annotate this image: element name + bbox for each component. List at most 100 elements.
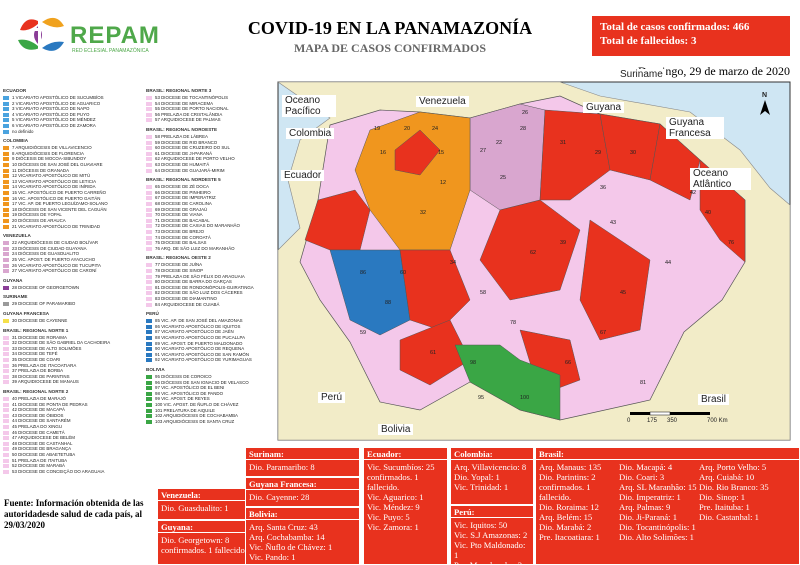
legend-swatch [146,146,152,151]
case-line: Dio. Georgetown: 8 confirmados. 1 fallec… [161,535,247,555]
legend-item: 72 DIOCESE DE CAXIAS DO MARANHÃO [155,223,240,229]
region-number: 40 [705,210,712,216]
legend-group-title: BRASIL: REGIONAL OESTE 2 [146,255,211,261]
case-line: Dio. Macapá: 4 [619,462,673,472]
case-box: Surinam: Dio. Paramaribo: 8 [245,447,360,477]
legend-item: 81 DIOCESE DE RONDONÓPOLIS-GUIRATINGA [155,284,254,290]
case-line: Dio. Sinop: 1 [699,492,746,502]
legend-swatch [3,202,9,207]
legend-swatch [3,358,9,362]
legend-item: 96 DIÓCESIS DE SAN IGNACIO DE VELASCO [155,379,249,385]
legend-swatch [146,168,152,173]
map-label: Oceano Atlântico [690,168,751,190]
confirmed-area [479,199,581,301]
legend-swatch [146,218,152,223]
legend-item: 63 DIOCESE DE HUMAITÁ [155,162,210,167]
legend-item: 40 PRELAZIA DE MARAJÓ [12,396,66,401]
legend-item: 34 DIOCESE DE TEFÉ [12,351,58,357]
region-number: 22 [496,140,503,146]
logo-subtitle: RED ECLESIAL PANAMAZÓNICA [72,48,149,54]
legend-item: 27 VICARIATO APOSTÓLICO DE CARONÍ [12,268,97,274]
legend-swatch [3,374,9,379]
region-number: 45 [620,290,627,296]
legend-swatch [146,319,152,324]
confirmed-area [399,319,471,386]
legend-group-title: VENEZUELA [3,233,31,239]
region-number: 12 [440,180,447,186]
legend-item: 84 ARQUIDIOCESE DE CUIABÁ [155,301,220,307]
case-line: Dio. Guasdualito: 1 [161,503,229,513]
legend-item: 22 ARQUIDIÓCESIS DE CIUDAD BOLÍVAR [12,240,99,246]
legend-item: 97 VIC. APOSTÓLICO DE EL BENI [155,385,225,391]
legend-swatch [146,140,152,145]
legend-swatch [146,280,152,285]
legend-item: 5 VICARIATO APOSTÓLICO DE MÉNDEZ [12,117,96,123]
legend-swatch [3,224,9,229]
legend-swatch [3,124,9,128]
case-column: Arq. Manaus: 135 Dio. Parintins: 2 confir… [539,462,615,542]
legend-item: 29 DIOCESE OF PARAMARIBO [12,301,76,307]
legend-swatch [3,447,9,452]
legend-item: 51 PRELAZIA DE ITAITUBA [12,457,68,463]
legend-swatch [3,112,9,117]
legend-item: 4 VICARIATO APOSTÓLICO DE PUYO [12,111,90,117]
region-number: 59 [360,330,367,336]
legend-group-title: BRASIL: REGIONAL NORTE 3 [146,88,212,93]
legend-item: 89 VIC. APOST. DE PUERTO MALDONADO [155,340,243,346]
legend-item: 30 DIOCESE DE CAYENNE [12,318,68,323]
legend-swatch [3,146,9,151]
legend-item: 28 DIOCESE OF GEORGETOWN [12,284,80,290]
legend-swatch [146,414,152,419]
legend-swatch [3,380,9,385]
legend-item: 14 VICARIATO APOSTÓLICO DE INÍRIDA [12,184,96,190]
legend-swatch [146,107,152,112]
legend-item: 44 DIOCESE DE SANTARÉM [12,418,71,424]
legend-item: 98 VIC. APOSTÓLICO DE PANDO [155,390,223,396]
legend-swatch [3,151,9,156]
legend-item: 2 VICARIATO APOSTÓLICO DE AGUARICO [12,100,101,106]
region-number: 78 [510,320,517,326]
legend-item: 61 DIOCESE DE JI-PARANÁ [155,150,213,156]
case-line: Vic. Ñuflo de Chávez: 1 [249,542,333,552]
source: Fuente: Información obtenida de las auto… [4,498,144,530]
legend-swatch [3,101,9,106]
legend-item: 11 DIÓCESIS DE GRANADA [12,167,70,173]
scale-label: 175 [647,418,658,424]
case-line: Dio. Imperatriz: 1 [619,492,681,502]
case-line: Arq. Villavicencio: 8 [454,462,527,472]
legend-item: 95 DIÓCESIS DE COROICO [155,374,212,379]
legend-item: 1 VICARIATO APOSTÓLICO DE SUCUMBÍOS [12,95,104,100]
legend-item: 79 PRELAZIA DE SÃO FÉLIX DO ARAGUAIA [155,273,245,279]
legend-swatch [3,246,9,251]
legend-item: 3 VICARIATO APOSTÓLICO DE NAPO [12,106,90,112]
legend-swatch [3,441,9,446]
legend-swatch [3,335,9,340]
legend-group-title: BRASIL: REGIONAL NORDESTE 5 [146,177,221,183]
legend-swatch [146,207,152,212]
legend-item: 67 DIOCESE DE IMPERATRIZ [155,195,216,201]
legend-swatch [3,174,9,179]
case-line: Vic. S.J Amazonas: 2 [454,530,528,540]
legend-item: 24 DIÓCESIS DE GUASDUALITO [12,251,80,257]
case-line: Vic. Zamora: 1 [367,522,419,532]
region-number: 32 [420,210,427,216]
legend-item: 17 VIC. AP. DE PUERTO LEGUÍZAMO-SOLANO [12,201,108,207]
map-label: Suriname [617,69,666,80]
legend-swatch [3,436,9,441]
legend-item: 31 DIOCESE DE RORAIMA [12,334,67,340]
case-title: Guyana Francesa: [246,479,359,490]
legend-item: 99 VIC. APOST. DE REYES [155,396,210,402]
legend-swatch [146,386,152,391]
legend-swatch [146,375,152,379]
case-title: Guyana: [158,522,271,533]
legend-swatch [146,274,152,279]
legend-swatch [3,269,9,274]
legend-item: 10 DIÓCESIS DE SAN JOSÉ DEL GUAVIARE [12,162,103,167]
case-line: Dio. Cayenne: 28 [249,492,310,502]
legend-swatch [146,112,152,117]
confirmed-area [579,219,651,341]
legend-item: 19 DIÓCESIS DE YOPAL [12,212,62,218]
legend-group-title: COLOMBIA [3,138,29,144]
legend-item: 80 DIOCESE DE BARRA DO GARÇAS [155,279,232,285]
legend-item: 52 DIOCESE DE MARABÁ [12,463,65,469]
